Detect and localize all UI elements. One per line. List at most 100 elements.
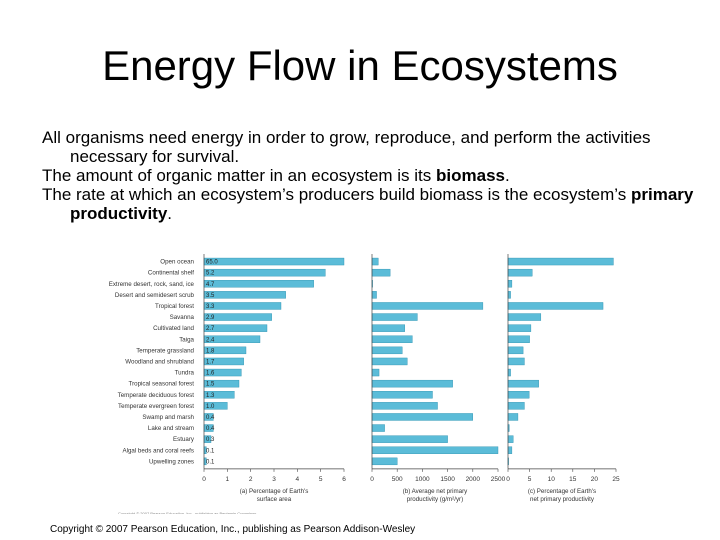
tick-label: 25	[612, 476, 620, 483]
category-label: Swamp and marsh	[142, 414, 194, 421]
data-label: 2.9	[206, 315, 215, 321]
bar-p3-14	[507, 413, 519, 421]
bar-p2-15	[371, 424, 385, 432]
bar-p1-4	[203, 302, 282, 310]
bar-p3-11	[507, 379, 539, 388]
bullet-productivity: The rate at which an ecosystem’s produce…	[42, 185, 702, 223]
category-label: Cultivated land	[153, 325, 194, 332]
data-label: 0.1	[206, 448, 215, 454]
panel-caption: net primary productivity	[530, 496, 595, 503]
data-label: 4.7	[206, 282, 215, 288]
bar-p2-16	[371, 435, 448, 443]
bar-p2-7	[371, 335, 413, 343]
tick-label: 5	[319, 476, 323, 483]
bar-p3-5	[507, 313, 542, 321]
bar-p2-3	[371, 291, 377, 299]
bar-p1-2	[203, 280, 314, 288]
bar-p3-12	[507, 391, 530, 399]
tick-label: 0	[202, 476, 206, 483]
bar-p2-0	[371, 257, 379, 266]
data-label: 5.2	[206, 271, 215, 277]
data-label: 1.0	[206, 404, 215, 410]
data-label: 0.1	[206, 459, 215, 465]
category-label: Estuary	[173, 436, 195, 443]
bar-p2-9	[371, 357, 408, 366]
bar-p2-6	[371, 324, 405, 332]
category-label: Upwelling zones	[149, 458, 194, 465]
category-label: Desert and semidesert scrub	[115, 292, 195, 299]
data-label: 3.3	[206, 304, 215, 310]
data-label: 2.4	[206, 337, 215, 343]
bar-p3-8	[507, 346, 524, 355]
category-label: Tundra	[175, 370, 195, 377]
bullet-productivity-end: .	[167, 204, 173, 223]
bar-p2-10	[371, 368, 380, 377]
bar-p1-1	[203, 268, 326, 277]
data-label: 1.5	[206, 382, 215, 388]
bullet-productivity-text: The rate at which an ecosystem’s produce…	[42, 185, 631, 204]
tick-label: 1000	[415, 476, 430, 483]
panel-caption: (b) Average net primary	[403, 488, 468, 495]
bar-p3-3	[507, 291, 511, 299]
tick-label: 5	[528, 476, 532, 483]
bullet-biomass-end: .	[505, 166, 510, 185]
copyright-notice: Copyright © 2007 Pearson Education, Inc.…	[50, 524, 416, 535]
bar-p3-1	[507, 268, 533, 277]
bullet-biomass: The amount of organic matter in an ecosy…	[42, 166, 702, 185]
bullet-biomass-text: The amount of organic matter in an ecosy…	[42, 166, 437, 185]
tick-label: 1	[226, 476, 230, 483]
tick-label: 0	[506, 476, 510, 483]
data-label: 3.5	[206, 293, 215, 299]
data-label: 2.7	[206, 326, 215, 332]
category-label: Taiga	[179, 336, 194, 343]
bar-p3-10	[507, 368, 511, 377]
bar-p2-14	[371, 413, 474, 421]
productivity-chart: Open ocean Continental shelf Extreme deser…	[109, 254, 620, 514]
tick-label: 1500	[440, 476, 455, 483]
tick-label: 3	[272, 476, 276, 483]
data-label: 1.8	[206, 348, 215, 354]
tick-label: 500	[392, 476, 403, 483]
bar-p2-4	[371, 302, 484, 310]
category-label: Algal beds and coral reefs	[122, 447, 194, 454]
tick-label: 6	[342, 476, 346, 483]
bar-p2-5	[371, 313, 418, 321]
tick-label: 2500	[491, 476, 506, 483]
category-label: Woodland and shrubland	[125, 358, 194, 365]
category-label: Continental shelf	[148, 270, 194, 277]
panel-caption: productivity (g/m²/yr)	[407, 496, 463, 503]
figure-credit: Copyright © 2007 Pearson Education, Inc.…	[118, 511, 256, 514]
data-label: 0.3	[206, 437, 215, 443]
bar-p2-18	[371, 457, 398, 466]
tick-label: 2	[249, 476, 253, 483]
bar-p2-8	[371, 346, 403, 355]
data-label: 1.6	[206, 371, 215, 377]
bar-p3-2	[507, 280, 513, 288]
category-label: Temperate grassland	[136, 347, 194, 354]
panel-caption: surface area	[257, 496, 292, 503]
slide-body: All organisms need energy in order to gr…	[42, 128, 702, 223]
tick-label: 4	[296, 476, 300, 483]
data-label: 1.7	[206, 359, 215, 365]
bar-p2-12	[371, 391, 433, 399]
category-label: Lake and stream	[148, 425, 194, 432]
bar-p1-3	[203, 291, 286, 299]
panel-caption: (c) Percentage of Earth's	[528, 488, 596, 495]
data-label: 0.4	[206, 426, 215, 432]
bar-p3-7	[507, 335, 530, 343]
slide-title: Energy Flow in Ecosystems	[102, 42, 618, 89]
term-primary-productivity: primary productivity	[70, 185, 694, 223]
tick-label: 10	[548, 476, 556, 483]
bar-p2-11	[371, 379, 453, 388]
tick-label: 15	[569, 476, 577, 483]
tick-label: 0	[370, 476, 374, 483]
category-label: Tropical forest	[155, 303, 194, 310]
category-label: Tropical seasonal forest	[129, 381, 195, 388]
bar-p3-13	[507, 402, 525, 410]
category-label: Temperate evergreen forest	[118, 403, 194, 410]
data-label: 1.3	[206, 393, 215, 399]
category-label: Temperate deciduous forest	[118, 392, 195, 399]
bar-p2-17	[371, 446, 499, 454]
bar-p1-0	[203, 257, 345, 266]
bar-p3-0	[507, 257, 614, 266]
